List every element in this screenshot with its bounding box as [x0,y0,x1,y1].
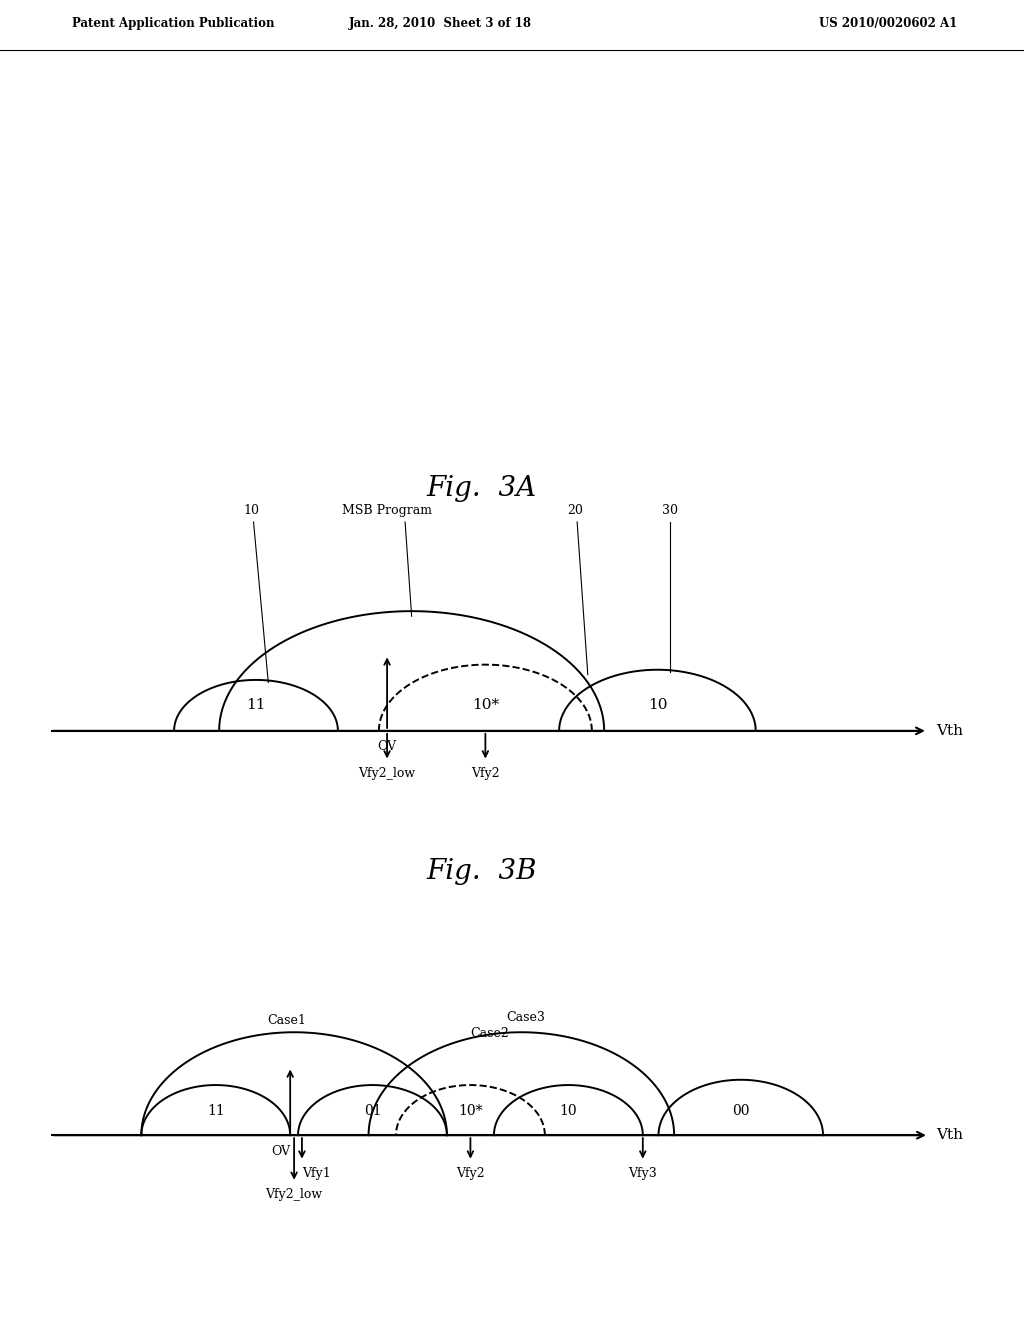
Text: Vfy3: Vfy3 [629,1167,657,1180]
Text: Case2: Case2 [471,1027,509,1040]
Text: 10*: 10* [458,1105,482,1118]
Text: 11: 11 [246,698,266,713]
Text: Vfy2_low: Vfy2_low [358,767,416,780]
Text: OV: OV [378,741,396,752]
Text: 10: 10 [244,504,260,517]
Text: Fig.  3B: Fig. 3B [426,858,537,884]
Text: 00: 00 [732,1105,750,1118]
Text: OV: OV [271,1144,290,1158]
Text: 10*: 10* [472,698,499,713]
Text: Vfy2: Vfy2 [471,767,500,780]
Text: Case1: Case1 [267,1014,306,1027]
Text: Fig.  3A: Fig. 3A [426,475,537,502]
Text: MSB Program: MSB Program [342,504,432,517]
Text: US 2010/0020602 A1: US 2010/0020602 A1 [819,17,957,30]
Text: Vfy2: Vfy2 [456,1167,484,1180]
Text: 11: 11 [207,1105,224,1118]
Text: 10: 10 [647,698,668,713]
Text: Vth: Vth [937,1129,964,1142]
Text: 20: 20 [567,504,584,517]
Text: Vfy2_low: Vfy2_low [265,1188,323,1201]
Text: Vth: Vth [936,723,963,738]
Text: Case3: Case3 [506,1011,545,1024]
Text: 30: 30 [662,504,678,517]
Text: 10: 10 [559,1105,578,1118]
Text: 01: 01 [364,1105,381,1118]
Text: Patent Application Publication: Patent Application Publication [72,17,274,30]
Text: Vfy1: Vfy1 [302,1167,331,1180]
Text: Jan. 28, 2010  Sheet 3 of 18: Jan. 28, 2010 Sheet 3 of 18 [349,17,531,30]
